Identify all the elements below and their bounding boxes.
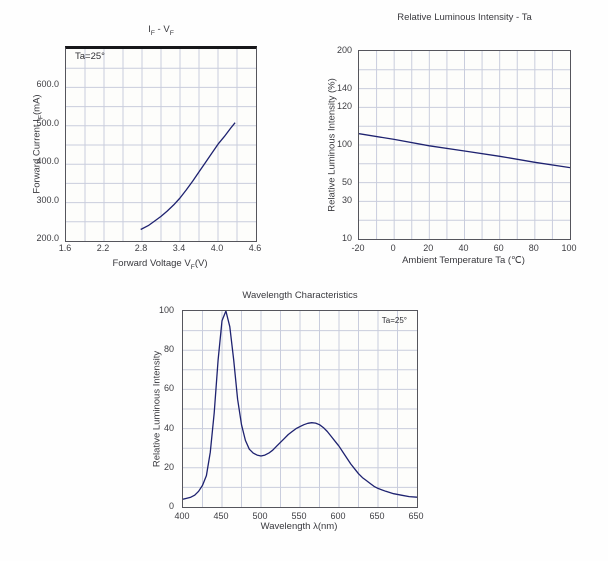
x-tick-label: 1.6 (58, 243, 72, 253)
y-tick-label: 100 (158, 305, 174, 315)
y-tick-label: 20 (163, 461, 174, 472)
x-tick-label: 550 (291, 511, 307, 521)
y-tick-label: 120 (336, 101, 352, 112)
title-text: I (148, 24, 151, 35)
title-text: - V (154, 24, 170, 35)
x-tick-label: 450 (213, 511, 229, 521)
x-tick-label: 2.2 (96, 243, 110, 253)
x-tick-label: 60 (493, 243, 504, 253)
x-tick-labels-if-vf: 1.6 2.2 2.8 3.4 4.0 4.6 (59, 240, 262, 254)
x-axis-label-wavelength: Wavelength λ(nm) (260, 521, 338, 532)
y-tick-label: 600.0 (36, 79, 59, 90)
y-tick-label: 500.0 (36, 117, 59, 128)
x-tick-label: 600 (330, 511, 346, 521)
x-tick-label: 2.8 (134, 243, 148, 253)
x-axis-label-forward-voltage: Forward Voltage VF(V) (65, 258, 255, 271)
chart-svg-if-vf (66, 49, 256, 241)
x-axis-label-ambient-temperature: Ambient Temperature Ta (℃) (402, 255, 525, 266)
x-tick-label: 500 (252, 511, 268, 521)
y-tick-label: 200.0 (36, 233, 59, 243)
x-tick-label: 80 (528, 243, 539, 253)
chart-title-rli-ta: Relative Luminous Intensity - Ta (397, 12, 532, 23)
chart-title-if-vf: IF - VF (66, 24, 256, 37)
y-tick-label: 200 (336, 45, 352, 55)
y-tick-label: 100 (336, 139, 352, 149)
x-tick-label: 3.4 (172, 243, 186, 253)
y-tick-labels-if-vf: 600.0 500.0 400.0 300.0 200.0 (20, 46, 63, 243)
y-tick-label: 140 (336, 82, 352, 93)
y-tick-labels-rli-ta: 200 140 120 100 50 30 10 (326, 45, 356, 243)
chart-svg-rli-ta (359, 51, 570, 239)
x-tick-labels-wavelength: 400 450 500 550 600 650 650 (174, 508, 423, 522)
chart-svg-wavelength (183, 311, 417, 507)
x-tick-label: 0 (390, 243, 396, 253)
axis-label-text: (V) (194, 258, 208, 269)
y-tick-label: 40 (163, 422, 174, 433)
x-tick-label: 20 (423, 243, 434, 253)
x-tick-label: 650 (408, 511, 424, 521)
series-relative-luminous-intensity (359, 133, 570, 169)
x-tick-label: 400 (174, 511, 190, 521)
series-IF-VF (140, 122, 236, 231)
y-tick-label: 80 (163, 344, 174, 355)
plot-area-if-vf: Ta=25° (65, 46, 257, 242)
y-tick-label: 400.0 (36, 156, 59, 167)
y-tick-label: 30 (341, 195, 352, 206)
x-tick-label: 4.0 (210, 243, 224, 253)
chart-title-wavelength: Wavelength Characteristics (242, 290, 358, 301)
plot-area-rli-ta (358, 50, 571, 240)
axis-label-text: Forward Voltage V (112, 258, 191, 269)
annotation-ta-25: Ta=25° (75, 51, 105, 62)
annotation-ta-25: Ta=25° (381, 316, 407, 325)
title-subscript: F (169, 29, 174, 37)
y-tick-label: 60 (163, 383, 174, 394)
series-white-led-spectrum (183, 311, 417, 500)
y-tick-labels-wavelength: 100 80 60 40 20 0 (150, 305, 178, 511)
x-tick-label: 4.6 (248, 243, 262, 253)
title-subscript: F (150, 29, 155, 37)
y-tick-label: 50 (341, 176, 352, 187)
x-tick-label: 650 (369, 511, 385, 521)
x-tick-labels-rli-ta: -20 0 20 40 60 80 100 (351, 240, 576, 254)
x-tick-label: -20 (351, 243, 365, 253)
axis-label-subscript: F (190, 263, 195, 271)
x-tick-label: 40 (458, 243, 469, 253)
x-tick-label: 100 (561, 243, 577, 253)
y-tick-label: 10 (341, 233, 352, 243)
plot-area-wavelength: Ta=25° (182, 310, 418, 508)
y-tick-label: 0 (168, 501, 174, 511)
y-tick-label: 300.0 (36, 194, 59, 205)
